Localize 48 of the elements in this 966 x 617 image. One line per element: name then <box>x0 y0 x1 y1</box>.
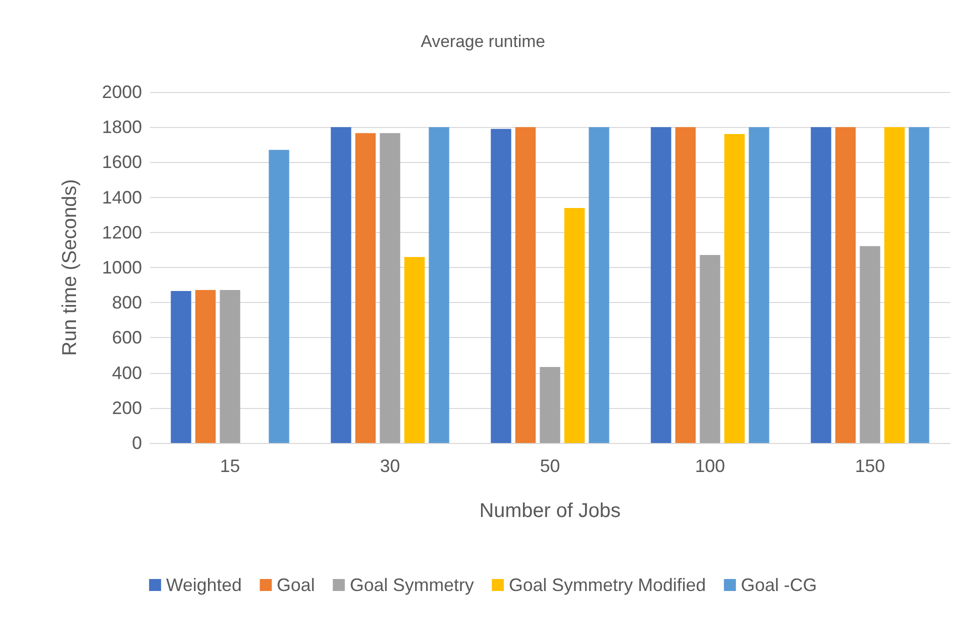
y-tick-label: 1000 <box>102 258 142 278</box>
bar <box>428 127 450 443</box>
x-axis-title: Number of Jobs <box>479 500 621 522</box>
x-tick-label: 150 <box>854 456 886 476</box>
y-tick-label: 400 <box>112 362 142 383</box>
bar <box>268 150 290 443</box>
bar <box>355 133 376 443</box>
bar <box>404 256 425 443</box>
y-tick-label: 1600 <box>102 152 142 172</box>
bar <box>380 133 400 443</box>
y-tick-label: 1800 <box>102 117 142 138</box>
chart-title: Average runtime <box>420 32 546 51</box>
y-tick-label: 1200 <box>102 222 142 242</box>
y-tick-label: 2000 <box>102 82 142 102</box>
bar <box>170 291 192 443</box>
legend-label: Goal <box>276 575 315 595</box>
legend-label: Goal Symmetry <box>350 575 474 595</box>
y-tick-label: 800 <box>112 292 142 313</box>
x-tick-label: 50 <box>540 456 560 476</box>
y-tick-label: 1400 <box>102 187 142 208</box>
y-axis-title: Run time (Seconds) <box>59 179 81 356</box>
bar <box>908 127 930 443</box>
bar <box>220 290 240 443</box>
bar <box>675 127 696 443</box>
legend-label: Goal Symmetry Modified <box>508 575 706 595</box>
bar <box>748 127 770 443</box>
y-tick-label: 0 <box>132 433 142 453</box>
legend-label: Weighted <box>166 575 242 595</box>
bar <box>588 127 610 443</box>
bar <box>195 290 216 443</box>
x-tick-label: 30 <box>380 456 400 476</box>
bar <box>860 246 880 443</box>
bar <box>810 127 832 443</box>
bar <box>724 134 745 443</box>
legend-label: Goal -CG <box>740 575 817 595</box>
bar <box>540 367 560 443</box>
bar <box>700 255 720 443</box>
bar <box>564 208 585 443</box>
bar <box>835 127 856 443</box>
x-tick-label: 100 <box>694 456 726 476</box>
bar <box>515 127 536 443</box>
x-tick-label: 15 <box>220 456 240 476</box>
y-tick-label: 200 <box>112 398 142 418</box>
bar <box>884 127 905 443</box>
y-tick-label: 600 <box>112 328 142 348</box>
bar <box>490 128 512 443</box>
bar <box>650 127 672 443</box>
bar <box>330 127 352 443</box>
